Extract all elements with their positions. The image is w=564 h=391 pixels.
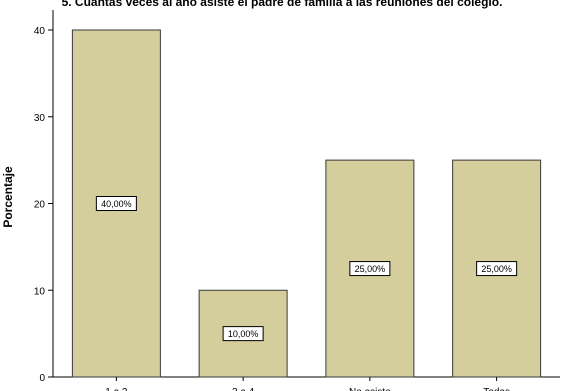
chart-title: 5. Cuantas veces al año asiste el padre …	[61, 0, 503, 9]
x-tick-label: 3 a 4	[232, 387, 255, 391]
y-tick-label: 10	[34, 286, 46, 297]
y-tick-label: 40	[34, 26, 46, 37]
y-tick-label: 20	[34, 200, 46, 211]
data-label-box	[222, 326, 264, 342]
y-tick-label: 0	[39, 373, 45, 384]
data-label: 25,00%	[355, 264, 386, 274]
data-label: 10,00%	[228, 329, 259, 339]
x-tick-label: Todas	[483, 387, 510, 391]
data-label-box	[349, 261, 391, 277]
y-tick-label: 30	[34, 113, 46, 124]
x-tick-label: 1 a 2	[105, 387, 128, 391]
data-label-box	[95, 196, 137, 211]
x-tick-label: No asiste	[349, 387, 391, 391]
data-label: 25,00%	[481, 264, 512, 274]
data-label: 40,00%	[101, 199, 132, 209]
data-label-box	[476, 261, 518, 277]
